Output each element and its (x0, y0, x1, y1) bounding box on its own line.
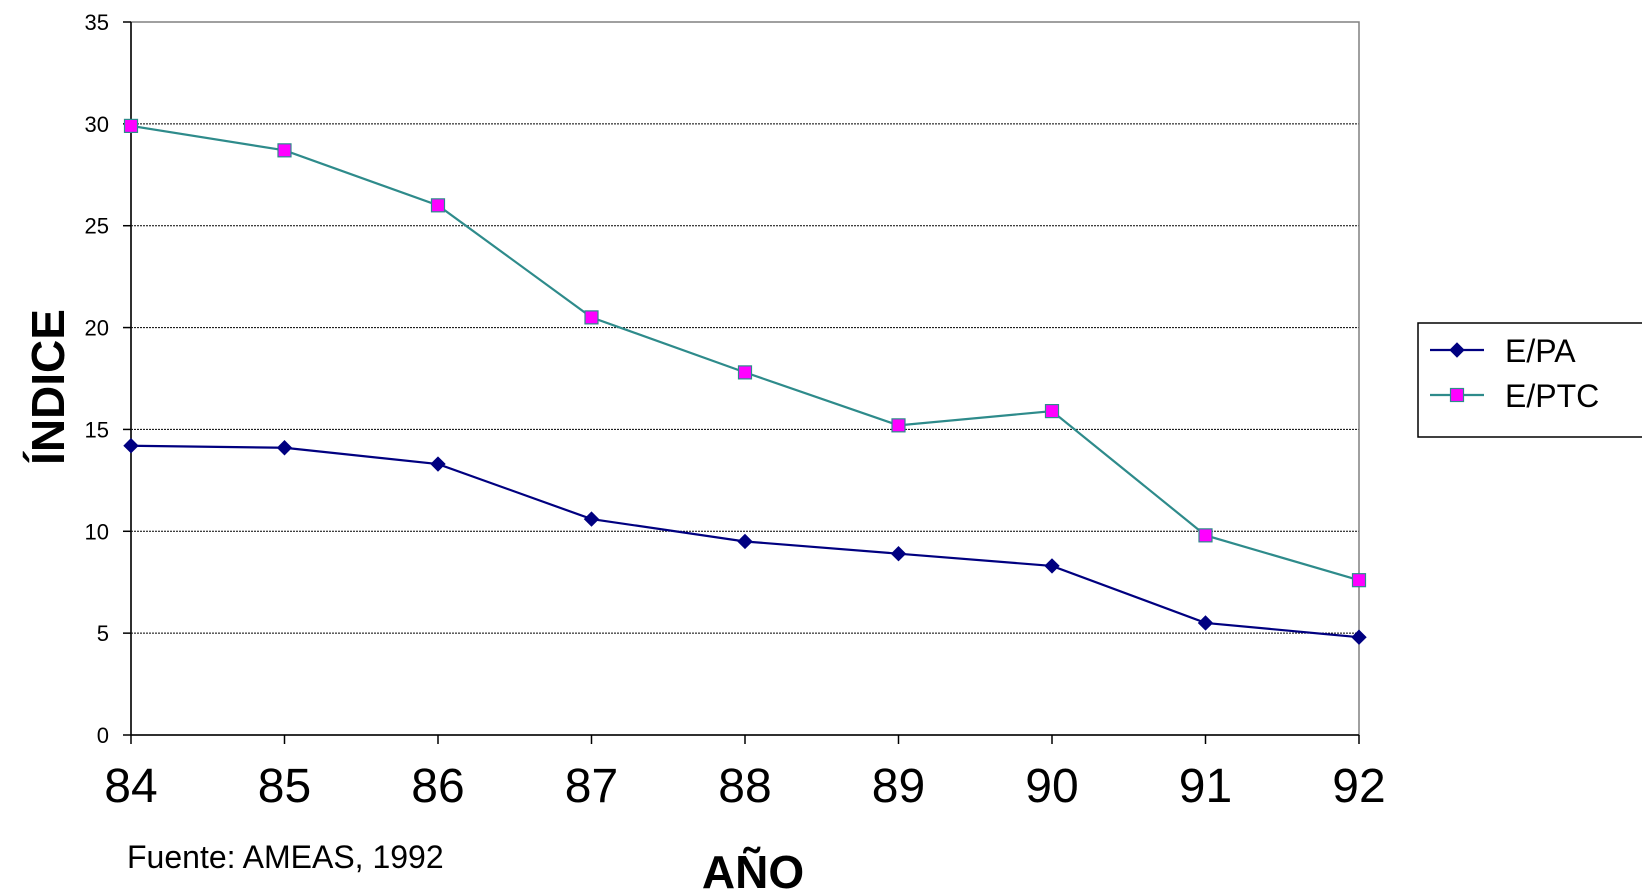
legend-marker (1449, 342, 1465, 358)
y-axis-label: ÍNDICE (22, 309, 74, 465)
axes (123, 21, 1360, 744)
x-tick-labels: 84 85 86 87 88 89 90 91 92 (104, 760, 1385, 813)
series-line (130, 124, 1360, 582)
data-point (1044, 403, 1060, 419)
data-point (430, 456, 446, 472)
x-tick-label: 90 (1025, 760, 1078, 813)
data-point (430, 198, 446, 213)
y-tick-label: 0 (97, 723, 109, 748)
legend: E/PA E/PTC (1417, 322, 1642, 438)
y-tick-label: 15 (85, 417, 109, 442)
source-note: Fuente: AMEAS, 1992 (127, 839, 444, 875)
x-tick-label: 85 (258, 760, 311, 813)
x-tick-label: 88 (718, 760, 771, 813)
data-point (1198, 528, 1213, 543)
legend-item: E/PA (1430, 333, 1576, 369)
data-point (737, 533, 753, 550)
legend-box (1417, 322, 1642, 438)
data-point (891, 418, 906, 433)
data-point (123, 438, 139, 454)
x-tick-label: 89 (872, 760, 925, 813)
x-tick-label: 92 (1332, 760, 1385, 813)
data-point (276, 440, 293, 456)
data-point (890, 545, 907, 562)
y-tick-labels: 0 5 10 15 20 25 30 35 (85, 10, 109, 748)
series-group (123, 118, 1367, 645)
data-point (123, 118, 139, 133)
y-tick-label: 5 (97, 621, 109, 646)
data-point (583, 511, 600, 527)
y-tick-label: 35 (85, 10, 109, 35)
y-tick-label: 30 (85, 112, 109, 137)
data-point (277, 143, 292, 158)
x-axis-label: AÑO (702, 846, 804, 896)
series-e-pa (123, 438, 1367, 645)
x-tick-label: 84 (104, 760, 157, 813)
data-point (1044, 558, 1060, 574)
x-tick-label: 91 (1179, 760, 1232, 813)
x-tick-label: 86 (411, 760, 464, 813)
data-point (737, 365, 753, 380)
legend-marker (1449, 387, 1465, 403)
y-tick-label: 25 (85, 214, 109, 239)
x-tick-label: 87 (565, 760, 618, 813)
legend-label: E/PA (1505, 333, 1576, 369)
series-e-ptc (123, 118, 1367, 588)
y-tick-label: 10 (85, 519, 109, 544)
data-point (584, 310, 599, 325)
data-point (1351, 629, 1367, 645)
data-point (1351, 573, 1367, 588)
legend-label: E/PTC (1505, 378, 1599, 414)
legend-item: E/PTC (1430, 378, 1599, 414)
data-point (1197, 615, 1214, 631)
y-tick-label: 20 (85, 316, 109, 341)
